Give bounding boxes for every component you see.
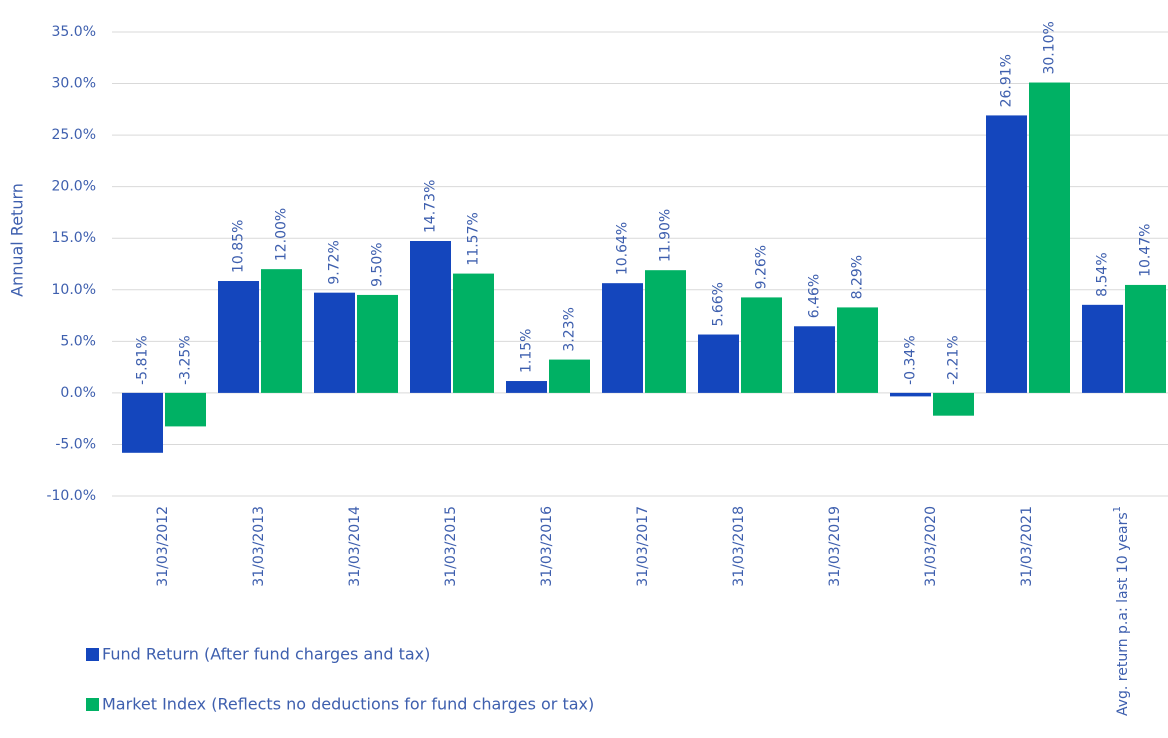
- bar: [698, 334, 739, 393]
- y-axis-title: Annual Return: [8, 183, 27, 297]
- bar: [741, 297, 782, 393]
- bar: [1125, 284, 1166, 393]
- data-label: 5.66%: [711, 282, 727, 326]
- data-label: 11.90%: [658, 209, 674, 262]
- y-tick-label: 35.0%: [52, 24, 96, 40]
- bar: [357, 294, 398, 393]
- y-tick-label: 20.0%: [52, 179, 96, 195]
- category-text: 31/03/2013: [251, 506, 267, 587]
- bar: [506, 381, 547, 393]
- data-label: 10.64%: [615, 222, 631, 275]
- bar: [794, 326, 835, 393]
- legend-swatch: [86, 648, 99, 661]
- footnote-mark: 1: [1112, 506, 1123, 512]
- bar: [890, 392, 931, 397]
- data-label: 8.29%: [850, 255, 866, 299]
- x-tick-label: 31/03/2019: [827, 506, 843, 587]
- x-tick-label: 31/03/2013: [251, 506, 267, 587]
- x-tick-label: 31/03/2012: [155, 506, 171, 587]
- category-text: 31/03/2018: [731, 506, 747, 587]
- data-label: 26.91%: [999, 54, 1015, 107]
- data-label: 10.85%: [231, 220, 247, 273]
- bar: [410, 241, 451, 393]
- data-label: -2.21%: [946, 335, 962, 385]
- y-tick-label: 15.0%: [52, 230, 96, 246]
- bar: [602, 283, 643, 393]
- x-tick-label: 31/03/2017: [635, 506, 651, 587]
- data-label: 8.54%: [1095, 252, 1111, 296]
- x-tick-label: 31/03/2014: [347, 506, 363, 587]
- bar: [122, 392, 163, 453]
- category-text: 31/03/2016: [539, 506, 555, 587]
- data-label: 11.57%: [466, 212, 482, 265]
- category-text: 31/03/2017: [635, 506, 651, 587]
- bar: [549, 359, 590, 393]
- bar: [165, 392, 206, 427]
- y-tick-label: -5.0%: [55, 436, 96, 452]
- x-tick-label: 31/03/2018: [731, 506, 747, 587]
- x-tick-label: 31/03/2021: [1019, 506, 1035, 587]
- category-text: 31/03/2019: [827, 506, 843, 587]
- bar: [261, 269, 302, 393]
- bar: [453, 273, 494, 393]
- data-label: 3.23%: [562, 307, 578, 351]
- x-tick-label: 31/03/2016: [539, 506, 555, 587]
- category-text: 31/03/2014: [347, 506, 363, 587]
- category-text: Avg. return p.a: last 10 years: [1115, 512, 1131, 716]
- bar: [314, 292, 355, 393]
- y-tick-label: -10.0%: [46, 488, 96, 504]
- x-tick-label: Avg. return p.a: last 10 years1: [1112, 506, 1131, 716]
- legend-label: Market Index (Reflects no deductions for…: [102, 695, 594, 714]
- y-tick-label: 10.0%: [52, 282, 96, 298]
- bar: [218, 281, 259, 393]
- category-text: 31/03/2020: [923, 506, 939, 587]
- data-label: 9.72%: [327, 240, 343, 284]
- data-label: 10.47%: [1138, 224, 1154, 277]
- data-label: 6.46%: [807, 274, 823, 318]
- legend-label: Fund Return (After fund charges and tax): [102, 645, 430, 664]
- bar: [1029, 82, 1070, 393]
- bar: [1082, 304, 1123, 393]
- category-text: 31/03/2015: [443, 506, 459, 587]
- y-tick-label: 30.0%: [52, 76, 96, 92]
- category-text: 31/03/2021: [1019, 506, 1035, 587]
- y-tick-label: 0.0%: [60, 385, 96, 401]
- data-label: -0.34%: [903, 335, 919, 385]
- data-label: 30.10%: [1042, 21, 1058, 74]
- data-label: -3.25%: [178, 335, 194, 385]
- bar: [645, 270, 686, 393]
- x-tick-label: 31/03/2020: [923, 506, 939, 587]
- y-tick-label: 5.0%: [60, 333, 96, 349]
- y-tick-label: 25.0%: [52, 127, 96, 143]
- bar: [933, 392, 974, 416]
- data-label: 14.73%: [423, 180, 439, 233]
- x-tick-label: 31/03/2015: [443, 506, 459, 587]
- bar: [986, 115, 1027, 393]
- data-label: 9.26%: [754, 245, 770, 289]
- legend-swatch: [86, 698, 99, 711]
- data-label: -5.81%: [135, 335, 151, 385]
- category-text: 31/03/2012: [155, 506, 171, 587]
- data-label: 9.50%: [370, 242, 386, 286]
- bar: [837, 307, 878, 393]
- data-label: 12.00%: [274, 208, 290, 261]
- data-label: 1.15%: [519, 329, 535, 373]
